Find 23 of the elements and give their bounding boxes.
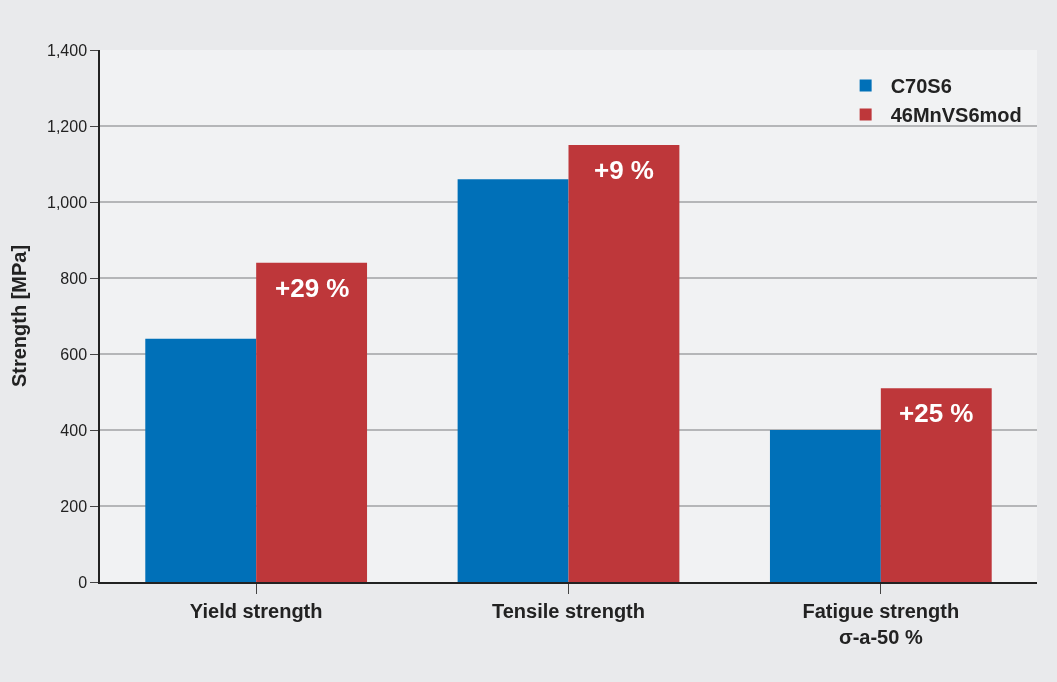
bar: [568, 145, 680, 582]
y-tick-label: 200: [60, 497, 88, 515]
bar: [880, 388, 992, 582]
y-tick-label: 0: [78, 573, 88, 591]
y-axis-title: Strength [MPa]: [8, 244, 30, 388]
x-tick-label: Tensile strength: [492, 600, 645, 622]
x-tick-label: Fatigue strength σ-a-50 %: [802, 600, 960, 648]
annotation: +25 %: [899, 398, 974, 428]
legend-label: C70S6: [890, 75, 952, 98]
bar: [256, 262, 368, 582]
y-tick-label: 1,200: [47, 117, 88, 135]
y-tick-label: 600: [60, 345, 88, 363]
annotation: +29 %: [275, 273, 350, 303]
y-tick-label: 800: [60, 269, 88, 287]
annotation: +9 %: [594, 155, 654, 185]
y-tick-label: 1,400: [47, 41, 88, 59]
legend-label: 46MnVS6mod: [890, 104, 1022, 127]
x-tick-label: Yield strength: [189, 600, 323, 622]
bar: [769, 430, 881, 582]
y-tick-label: 400: [60, 421, 88, 439]
y-tick-label: 1,000: [47, 193, 88, 211]
bar: [145, 338, 257, 582]
bar: [457, 179, 569, 582]
